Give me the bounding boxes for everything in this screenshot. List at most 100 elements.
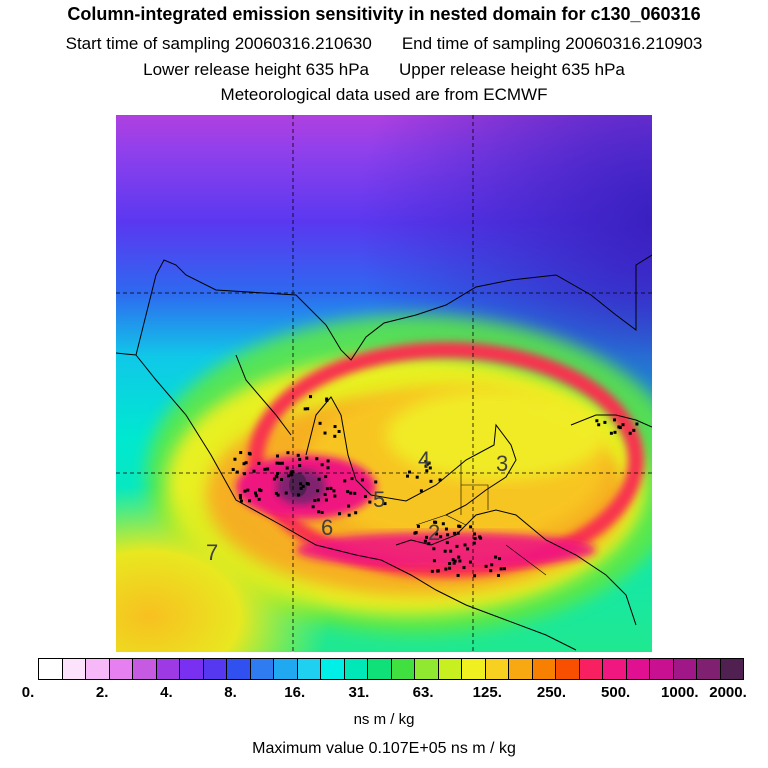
colorbar-cell — [321, 659, 345, 679]
emission-source-point — [502, 567, 506, 571]
emission-source-point — [452, 561, 456, 565]
lower-release-label: Lower release height 635 hPa — [143, 60, 369, 79]
emission-sources — [231, 395, 639, 578]
emission-source-point — [280, 461, 284, 465]
emission-source-point — [305, 482, 309, 486]
emission-source-point — [276, 493, 280, 497]
emission-source-point — [280, 478, 284, 482]
emission-source-point — [309, 395, 313, 399]
colorbar-cell — [485, 659, 509, 679]
emission-source-point — [299, 482, 303, 486]
emission-source-point — [632, 428, 636, 432]
emission-source-point — [613, 430, 617, 434]
colorbar-cell — [626, 659, 650, 679]
emission-source-point — [291, 470, 295, 474]
emission-source-point — [455, 544, 459, 548]
emission-source-point — [415, 475, 419, 479]
emission-source-point — [595, 419, 599, 423]
emission-source-point — [349, 491, 353, 495]
emission-source-point — [489, 569, 493, 573]
emission-source-point — [432, 559, 436, 563]
colorbar-tick-label: 31. — [348, 684, 370, 701]
emission-source-point — [286, 451, 290, 455]
emission-source-point — [406, 474, 410, 478]
emission-source-point — [274, 474, 278, 478]
emission-source-point — [347, 504, 351, 508]
emission-source-point — [469, 525, 473, 529]
emission-source-point — [609, 431, 613, 435]
colorbar-tick-label: 2000. — [709, 684, 747, 701]
emission-source-point — [446, 533, 450, 537]
emission-source-point — [231, 467, 235, 471]
emission-source-point — [276, 454, 280, 458]
emission-source-point — [458, 559, 462, 563]
emission-source-point — [453, 559, 457, 563]
emission-source-point — [239, 451, 243, 455]
emission-source-point — [238, 496, 242, 500]
emission-source-point — [457, 555, 461, 559]
emission-source-point — [424, 464, 428, 468]
emission-source-point — [243, 472, 247, 476]
emission-source-point — [325, 397, 329, 401]
colorbar-cell — [227, 659, 251, 679]
emission-source-point — [603, 420, 607, 424]
emission-source-point — [466, 547, 470, 551]
emission-source-point — [628, 431, 632, 435]
emission-source-point — [368, 500, 372, 504]
colorbar-cell — [297, 659, 321, 679]
colorbar-tick-label: 4. — [160, 684, 173, 701]
emission-source-point — [278, 461, 282, 465]
colorbar-tick-label: 0. — [21, 684, 35, 701]
emission-source-point — [289, 473, 293, 477]
emission-source-point — [326, 459, 330, 463]
graticule — [116, 115, 652, 652]
emission-source-point — [258, 488, 262, 492]
emission-source-point — [484, 564, 488, 568]
emission-source-point — [473, 537, 477, 541]
region-label-7: 7 — [206, 540, 218, 565]
colorbar-cell — [579, 659, 603, 679]
colorbar-tick-label: 125. — [472, 684, 502, 701]
sampling-times: Start time of sampling 20060316.210630 En… — [0, 34, 768, 54]
emission-source-point — [445, 541, 449, 545]
emission-source-point — [408, 470, 412, 474]
emission-source-point — [276, 471, 280, 475]
colorbar-cell — [62, 659, 86, 679]
emission-source-point — [472, 541, 476, 545]
emission-source-point — [438, 478, 442, 482]
emission-source-point — [323, 431, 327, 435]
emission-source-point — [423, 539, 427, 543]
emission-source-point — [297, 493, 301, 497]
emission-source-point — [468, 560, 472, 564]
colorbar-cell — [462, 659, 486, 679]
release-heights: Lower release height 635 hPa Upper releas… — [0, 60, 768, 80]
emission-source-point — [427, 461, 431, 465]
emission-source-point — [463, 543, 467, 547]
emission-source-point — [254, 494, 258, 498]
emission-source-point — [257, 497, 261, 501]
emission-source-point — [374, 480, 378, 484]
emission-source-point — [413, 531, 417, 535]
colorbar-tick-label: 1000. — [661, 684, 699, 701]
colorbar-cell — [203, 659, 227, 679]
emission-source-point — [347, 513, 351, 517]
emission-source-point — [448, 566, 452, 570]
emission-source-point — [298, 457, 302, 461]
emission-source-point — [243, 489, 247, 493]
emission-source-point — [456, 531, 460, 535]
emission-source-point — [427, 542, 431, 546]
upper-release-label: Upper release height 635 hPa — [399, 60, 625, 79]
emission-source-point — [419, 489, 423, 493]
emission-source-point — [452, 531, 456, 535]
emission-source-point — [416, 524, 420, 528]
emission-source-point — [333, 425, 337, 429]
emission-source-point — [298, 464, 302, 468]
emission-source-point — [305, 456, 309, 460]
start-time-label: Start time of sampling 20060316.210630 — [65, 34, 372, 53]
colorbar-tick-label: 2. — [95, 684, 109, 701]
emission-source-point — [303, 407, 307, 411]
colorbar-cell — [156, 659, 180, 679]
emission-source-point — [284, 491, 288, 495]
emission-source-point — [448, 562, 452, 566]
emission-source-point — [247, 451, 251, 455]
